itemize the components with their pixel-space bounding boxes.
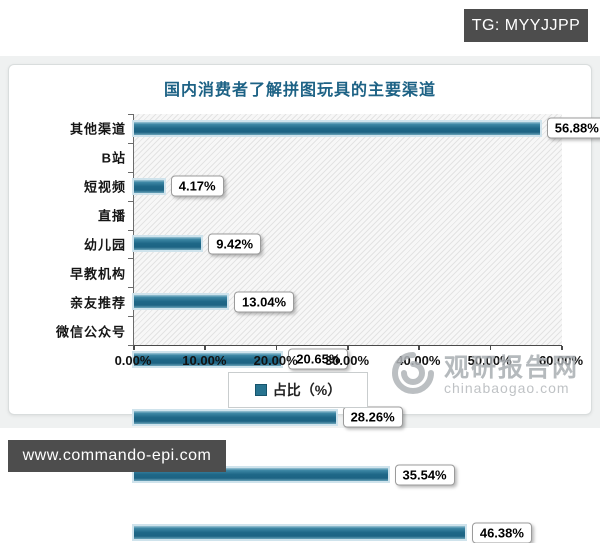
bar-row: 28.26% (134, 258, 562, 428)
category-label: 短视频 (83, 179, 126, 195)
legend: 占比（%） (228, 372, 368, 408)
value-label: 13.04% (234, 291, 295, 313)
x-axis-tick (275, 346, 278, 350)
category-label: 幼儿园 (83, 237, 126, 253)
bar-row: 35.54% (134, 287, 562, 486)
y-axis-tick (128, 287, 133, 289)
category-label: 早教机构 (69, 266, 126, 282)
bar-row: 20.65% (134, 230, 562, 370)
y-axis-tick (128, 316, 133, 318)
y-axis-tick (128, 258, 133, 260)
bar (134, 121, 540, 135)
y-axis-tick (128, 229, 133, 231)
y-axis-tick (128, 200, 133, 202)
category-label: 亲友推荐 (69, 295, 126, 311)
category-label: 直播 (97, 208, 126, 224)
y-axis-tick (128, 114, 133, 115)
x-axis-tick (561, 346, 563, 350)
x-axis-tick (489, 346, 492, 350)
plot-area: 56.88% 4.17% 9.42% 13.04% 20.65% 28.26% 35.54%… (133, 114, 600, 543)
value-label: 56.88% (546, 117, 600, 139)
value-label: 4.17% (170, 175, 224, 197)
value-label: 9.42% (208, 233, 262, 255)
x-axis-tick-label: 40.00% (396, 353, 441, 368)
tg-badge: TG: MYYJJPP (464, 9, 588, 42)
value-label: 35.54% (394, 464, 455, 486)
bar-row: 9.42% (134, 172, 562, 255)
x-axis-tick (418, 346, 420, 350)
bar-row: 56.88% (134, 114, 600, 143)
bar (134, 526, 465, 540)
value-label: 20.65% (288, 348, 349, 370)
x-axis-tick-label: 30.00% (324, 353, 370, 368)
bar (134, 295, 228, 309)
bar-row: 4.17% (134, 143, 562, 197)
y-axis-tick (128, 171, 133, 173)
bar-row: 46.38% (134, 316, 562, 543)
legend-swatch-icon (254, 384, 267, 396)
category-label: 其他渠道 (69, 121, 126, 137)
x-axis-tick-label: 20.00% (253, 353, 298, 368)
x-axis-tick-label: 10.00% (182, 353, 227, 368)
y-axis-tick (128, 345, 133, 346)
value-label: 46.38% (471, 522, 532, 543)
category-label: B站 (101, 150, 126, 166)
y-axis-tick (128, 142, 133, 144)
x-axis-tick-label: 0.00% (114, 353, 152, 368)
category-label: 微信公众号 (55, 324, 126, 340)
chart-title: 国内消费者了解拼图玩具的主要渠道 (163, 82, 436, 99)
bar (134, 410, 336, 424)
bar (134, 237, 202, 251)
value-label: 28.26% (342, 406, 403, 428)
x-axis-tick-label: 60.00% (538, 353, 584, 368)
bar (134, 179, 164, 193)
site-url-badge: www.commando-epi.com (8, 440, 226, 472)
legend-label: 占比（%） (272, 382, 342, 398)
x-axis-tick-label: 50.00% (467, 353, 512, 368)
bar (134, 352, 282, 366)
x-axis-tick (133, 346, 135, 350)
x-axis-tick (204, 346, 206, 350)
x-axis-tick (347, 346, 349, 350)
bar-row: 13.04% (134, 201, 562, 313)
